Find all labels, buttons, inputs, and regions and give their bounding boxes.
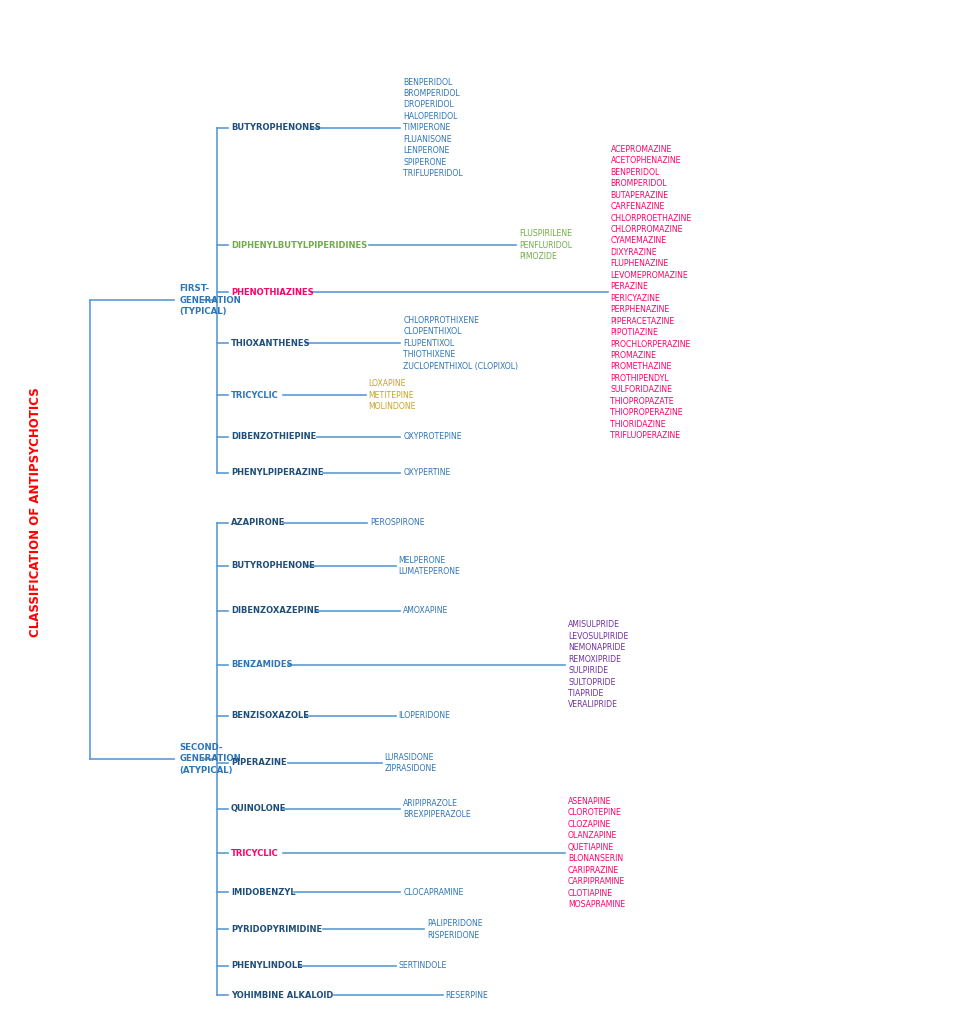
Text: BENPERIDOL
BROMPERIDOL
DROPERIDOL
HALOPERIDOL
TIMIPERONE
FLUANISONE
LENPERONE
SP: BENPERIDOL BROMPERIDOL DROPERIDOL HALOPE… (404, 78, 463, 178)
Text: OXYPERTINE: OXYPERTINE (404, 468, 451, 477)
Text: ASENAPINE
CLOROTEPINE
CLOZAPINE
OLANZAPINE
QUETIAPINE
BLONANSERIN
CARIPRAZINE
CA: ASENAPINE CLOROTEPINE CLOZAPINE OLANZAPI… (568, 797, 626, 909)
Text: LOXAPINE
METITEPINE
MOLINDONE: LOXAPINE METITEPINE MOLINDONE (368, 380, 416, 412)
Text: YOHIMBINE ALKALOID: YOHIMBINE ALKALOID (231, 990, 333, 999)
Text: TRICYCLIC: TRICYCLIC (231, 391, 279, 400)
Text: PHENYLINDOLE: PHENYLINDOLE (231, 962, 303, 971)
Text: DIBENZOTHIEPINE: DIBENZOTHIEPINE (231, 432, 316, 441)
Text: AMOXAPINE: AMOXAPINE (404, 606, 449, 615)
Text: ACEPROMAZINE
ACETOPHENAZINE
BENPERIDOL
BROMPERIDOL
BUTAPERAZINE
CARFENAZINE
CHLO: ACEPROMAZINE ACETOPHENAZINE BENPERIDOL B… (610, 144, 692, 440)
Text: ARIPIPRAZOLE
BREXPIPERAZOLE: ARIPIPRAZOLE BREXPIPERAZOLE (404, 799, 471, 819)
Text: PHENYLPIPERAZINE: PHENYLPIPERAZINE (231, 468, 324, 477)
Text: DIPHENYLBUTYLPIPERIDINES: DIPHENYLBUTYLPIPERIDINES (231, 241, 367, 250)
Text: RESERPINE: RESERPINE (446, 990, 488, 999)
Text: TRICYCLIC: TRICYCLIC (231, 849, 279, 857)
Text: QUINOLONE: QUINOLONE (231, 805, 286, 813)
Text: BENZISOXAZOLE: BENZISOXAZOLE (231, 712, 308, 720)
Text: MELPERONE
LUMATEPERONE: MELPERONE LUMATEPERONE (399, 556, 460, 577)
Text: BENZAMIDES: BENZAMIDES (231, 660, 292, 670)
Text: BUTYROPHENONES: BUTYROPHENONES (231, 123, 321, 132)
Text: PHENOTHIAZINES: PHENOTHIAZINES (231, 288, 313, 297)
Text: AMISULPRIDE
LEVOSULPIRIDE
NEMONAPRIDE
REMOXIPRIDE
SULPIRIDE
SULTOPRIDE
TIAPRIDE
: AMISULPRIDE LEVOSULPIRIDE NEMONAPRIDE RE… (568, 621, 628, 710)
Text: PYRIDOPYRIMIDINE: PYRIDOPYRIMIDINE (231, 925, 322, 934)
Text: BUTYROPHENONE: BUTYROPHENONE (231, 561, 314, 570)
Text: CLOCAPRAMINE: CLOCAPRAMINE (404, 888, 463, 897)
Text: SECOND-
GENERATION
(ATYPICAL): SECOND- GENERATION (ATYPICAL) (179, 743, 241, 775)
Text: ILOPERIDONE: ILOPERIDONE (399, 712, 451, 720)
Text: IMIDOBENZYL: IMIDOBENZYL (231, 888, 296, 897)
Text: CHLORPROTHIXENE
CLOPENTHIXOL
FLUPENTIXOL
THIOTHIXENE
ZUCLOPENTHIXOL (CLOPIXOL): CHLORPROTHIXENE CLOPENTHIXOL FLUPENTIXOL… (404, 316, 518, 371)
Text: AZAPIRONE: AZAPIRONE (231, 518, 285, 527)
Text: FLUSPIRILENE
PENFLURIDOL
PIMOZIDE: FLUSPIRILENE PENFLURIDOL PIMOZIDE (519, 229, 572, 261)
Text: FIRST-
GENERATION
(TYPICAL): FIRST- GENERATION (TYPICAL) (179, 285, 241, 316)
Text: SERTINDOLE: SERTINDOLE (399, 962, 447, 971)
Text: CLASSIFICATION OF ANTIPSYCHOTICS: CLASSIFICATION OF ANTIPSYCHOTICS (30, 387, 42, 637)
Text: DIBENZOXAZEPINE: DIBENZOXAZEPINE (231, 606, 319, 615)
Text: OXYPROTEPINE: OXYPROTEPINE (404, 432, 462, 441)
Text: PEROSPIRONE: PEROSPIRONE (370, 518, 425, 527)
Text: PALIPERIDONE
RISPERIDONE: PALIPERIDONE RISPERIDONE (427, 920, 482, 940)
Text: PIPERAZINE: PIPERAZINE (231, 759, 286, 767)
Text: THIOXANTHENES: THIOXANTHENES (231, 339, 310, 348)
Text: LURASIDONE
ZIPRASIDONE: LURASIDONE ZIPRASIDONE (384, 753, 436, 773)
